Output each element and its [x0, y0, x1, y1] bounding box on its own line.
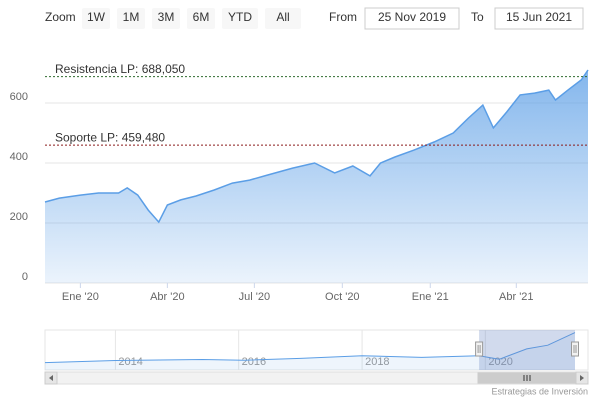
navigator-tick-label: 2014 — [118, 356, 142, 368]
y-tick-label: 200 — [10, 211, 28, 223]
range-button[interactable] — [265, 8, 301, 29]
thumb-grip — [523, 375, 531, 381]
range-button-label: 1W — [87, 10, 106, 24]
from-label: From — [329, 10, 357, 24]
handle-grip — [573, 345, 577, 353]
y-tick-label: 600 — [10, 91, 28, 103]
range-button-label: YTD — [228, 10, 252, 24]
from-value: 25 Nov 2019 — [378, 10, 446, 24]
credit: Estrategias de Inversión — [491, 386, 588, 396]
area-fill — [45, 70, 588, 283]
x-tick-label: Abr '20 — [150, 291, 185, 303]
navigator-handle[interactable] — [475, 341, 484, 357]
plot-line-label: Resistencia LP: 688,050 — [55, 62, 185, 76]
range-button[interactable] — [187, 8, 215, 29]
navigator-tick-label: 2016 — [242, 356, 266, 368]
y-tick-label: 400 — [10, 151, 28, 163]
arrow-left — [49, 375, 53, 381]
arrow-right — [580, 375, 584, 381]
x-tick-label: Ene '20 — [62, 291, 99, 303]
x-tick-label: Abr '21 — [499, 291, 534, 303]
series-line — [44, 69, 589, 224]
range-button[interactable] — [152, 8, 180, 29]
range-button[interactable] — [82, 8, 110, 29]
to-input[interactable] — [494, 7, 584, 30]
navigator-handle[interactable] — [571, 341, 579, 357]
range-button-label: 6M — [193, 10, 210, 24]
from-input[interactable] — [364, 7, 460, 30]
plot-line-label: Soporte LP: 459,480 — [55, 130, 165, 144]
navigator-frame — [44, 329, 589, 371]
y-tick-label: 0 — [22, 271, 28, 283]
range-button[interactable] — [222, 8, 258, 29]
x-tick-label: Ene '21 — [412, 291, 449, 303]
to-label: To — [471, 10, 484, 24]
range-button-label: 3M — [158, 10, 175, 24]
navigator-line — [44, 332, 576, 364]
range-button-label: All — [276, 10, 289, 24]
x-tick-label: Jul '20 — [239, 291, 270, 303]
handle-grip — [477, 345, 481, 353]
to-value: 15 Jun 2021 — [506, 10, 572, 24]
navigator-tick-label: 2018 — [365, 356, 389, 368]
range-button[interactable] — [117, 8, 145, 29]
x-tick-label: Oct '20 — [325, 291, 360, 303]
range-button-label: 1M — [123, 10, 140, 24]
zoom-label: Zoom — [45, 10, 76, 24]
navigator-selection[interactable] — [479, 330, 575, 370]
navigator-area — [45, 332, 575, 370]
